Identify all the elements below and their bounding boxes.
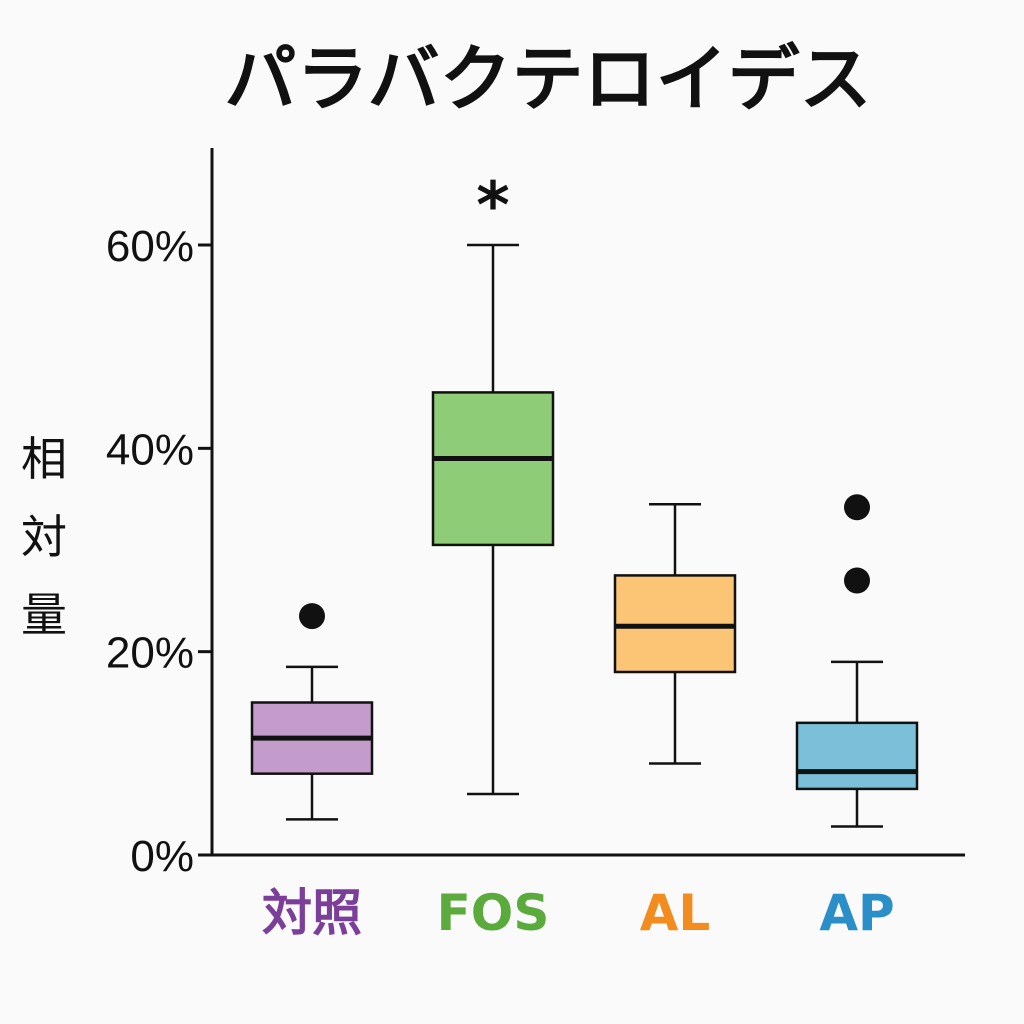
y-axis-label-char: 相 [21,432,67,486]
chart-title: パラバクテロイデス [224,37,871,121]
y-ticks: 0% 20% 40% 60% [106,222,212,881]
annotations: * [476,169,509,243]
y-axis-label: 相対量 [21,432,67,642]
x-category-label: 対照 [262,884,362,942]
axes [200,148,965,857]
box-4 [795,494,919,828]
y-tick-label: 40% [106,425,194,474]
outlier-point [844,567,870,594]
iqr-box [613,574,737,674]
outlier-point [299,603,325,630]
iqr-box [795,721,919,791]
x-category-label: AL [640,884,711,942]
significance-marker: * [476,169,509,243]
y-axis-label-char: 対 [21,510,67,564]
y-tick-label: 20% [106,629,194,678]
y-tick-label: 0% [130,832,194,881]
y-axis-label-char: 量 [21,588,67,642]
boxes [250,243,919,828]
box-3 [613,503,737,765]
y-tick-label: 60% [106,222,194,271]
iqr-box [431,391,555,547]
x-category-label: FOS [437,884,550,942]
box-2 [431,243,555,796]
box-1 [250,603,374,821]
x-category-label: AP [819,884,894,942]
x-category-labels: 対照 FOS AL AP [262,884,895,942]
outlier-point [844,494,870,521]
